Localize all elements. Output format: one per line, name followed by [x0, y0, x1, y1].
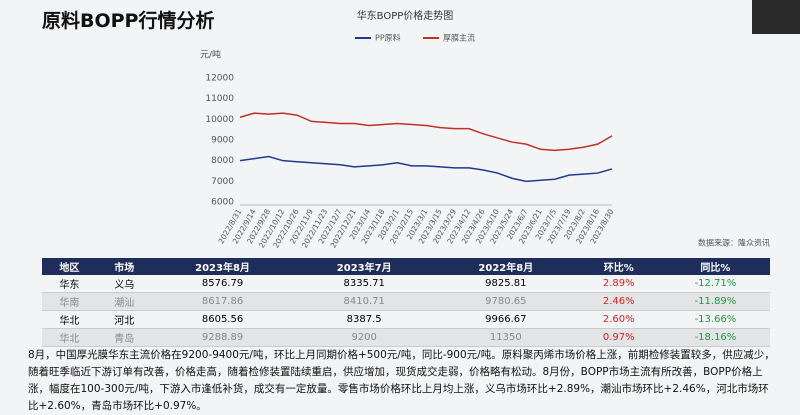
header-cell: 市场 [96, 258, 152, 275]
header-cell: 地区 [42, 258, 97, 275]
table-cell: 义乌 [96, 275, 152, 293]
line-series [239, 155, 613, 183]
slide-title: 原料BOPP行情分析 [42, 10, 215, 32]
header-cell: 环比% [576, 258, 661, 275]
table-cell: 华东 [42, 275, 97, 293]
y-tick-label: 11000 [205, 94, 234, 104]
header-cell: 2023年7月 [293, 258, 435, 275]
table-cell: 华南 [42, 292, 97, 311]
table-cell: 8617.86 [151, 292, 294, 311]
table-cell: -12.71% [660, 275, 770, 293]
table-cell: 9825.81 [435, 275, 577, 293]
chart: 华东BOPP价格走势图 元/吨 数据来源：隆众资讯 6000 7000 8000 90… [200, 9, 770, 249]
table-cell: 9780.65 [435, 292, 577, 311]
table-cell: 2.60% [576, 310, 661, 329]
table-cell: 8410.71 [293, 292, 435, 311]
line-series [239, 112, 613, 152]
header-cell: 2023年8月 [151, 258, 294, 275]
table-row: 华南 潮汕 8617.86 8410.71 9780.65 2.46% -11.89% [42, 292, 770, 311]
table-cell: -13.66% [660, 310, 770, 329]
table-cell: 河北 [96, 310, 152, 329]
table-row: 华北 青岛 9288.89 9200 11350 0.97% -18.16% [42, 328, 770, 347]
table-cell: 8335.71 [293, 275, 435, 293]
y-axis-label: 元/吨 [200, 49, 221, 61]
chart-title: 华东BOPP价格走势图 [357, 9, 454, 22]
price-table: 地区 市场 2023年8月 2023年7月 2022年8月 环比% 同比% 华东 义乌 8576.… [42, 258, 770, 347]
header-cell: 同比% [660, 258, 770, 275]
table-cell: 2.46% [576, 292, 661, 311]
paragraph: 8月，中国厚光膜华东主流价格在9200-9400元/吨，环比上月同期价格+500… [28, 349, 775, 412]
y-tick-label: 10000 [205, 115, 234, 125]
table-cell: 11350 [435, 328, 577, 347]
source: 数据来源：隆众资讯 [698, 238, 770, 248]
table-cell: 9288.89 [151, 328, 294, 347]
table-cell: 9966.67 [435, 310, 577, 329]
table-cell: 9200 [293, 328, 435, 347]
y-tick-label: 12000 [205, 74, 234, 84]
table-cell: 0.97% [576, 328, 661, 347]
table-cell: -18.16% [660, 328, 770, 347]
table-cell: 潮汕 [96, 292, 152, 311]
legend-label: PP原料 [375, 33, 401, 43]
y-tick-label: 6000 [211, 198, 234, 208]
table-cell: 2.89% [576, 275, 661, 293]
y-tick-label: 8000 [211, 156, 234, 166]
table-cell: 8605.56 [151, 310, 294, 329]
slide: 原料BOPP行情分析 华东BOPP价格走势图 元/吨 数据来源：隆众资讯 600… [28, 0, 800, 412]
table-cell: 青岛 [96, 328, 152, 347]
table-cell: 8576.79 [151, 275, 294, 293]
table-cell: 华北 [42, 310, 97, 329]
legend-label: 厚膜主流 [443, 33, 475, 43]
table-row: 华北 河北 8605.56 8387.5 9966.67 2.60% -13.66% [42, 310, 770, 329]
table-cell: 华北 [42, 328, 97, 347]
table-row: 华东 义乌 8576.79 8335.71 9825.81 2.89% -12.71% [42, 275, 770, 293]
table-cell: 8387.5 [293, 310, 435, 329]
table-cell: -11.89% [660, 292, 770, 311]
camera-overlay [752, 0, 800, 34]
header-cell: 2022年8月 [435, 258, 577, 275]
y-tick-label: 9000 [211, 136, 234, 146]
y-tick-label: 7000 [211, 177, 234, 187]
